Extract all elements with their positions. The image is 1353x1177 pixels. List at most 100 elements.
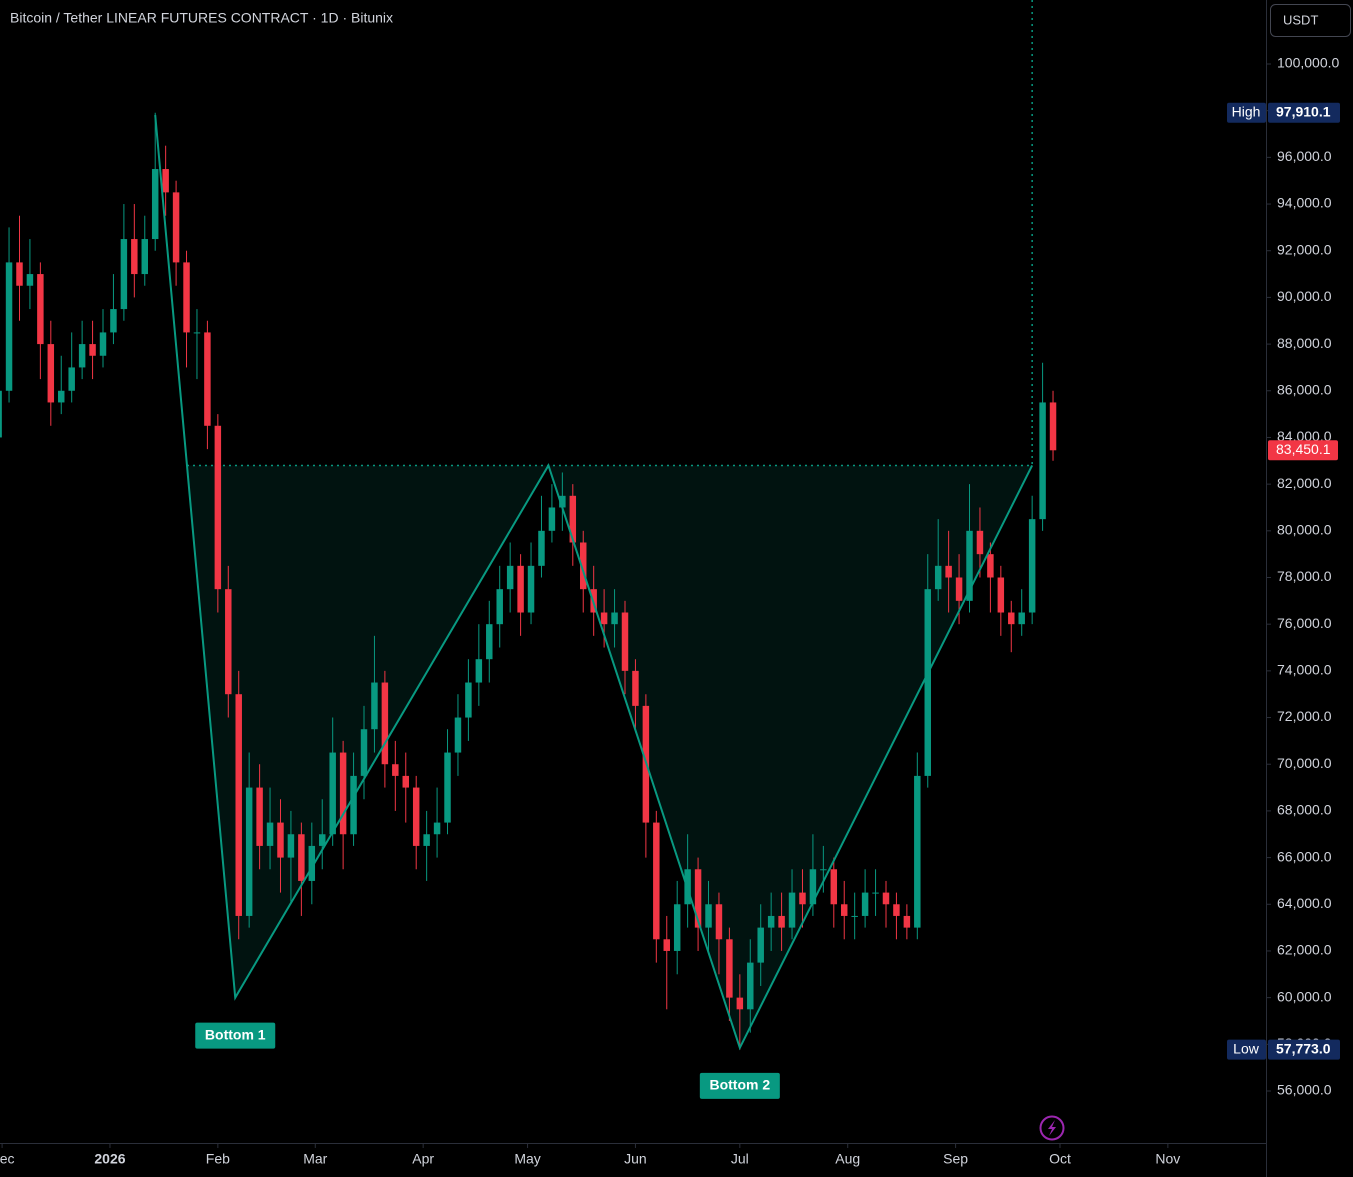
y-tick-label: 66,000.0 (1277, 848, 1332, 864)
y-tick-label: 76,000.0 (1277, 615, 1332, 631)
candle-body (632, 670, 639, 706)
extreme-name: Low (1233, 1040, 1260, 1056)
candle-body (350, 775, 357, 835)
x-tick-label: Jul (731, 1151, 749, 1167)
x-tick-label: Nov (1155, 1151, 1180, 1167)
extreme-name-box (1227, 102, 1266, 123)
candle-body (872, 892, 879, 894)
candle-body (183, 262, 190, 333)
candle-body (245, 787, 253, 916)
extreme-name: High (1232, 103, 1261, 119)
candle-body (538, 530, 545, 566)
candle-body (486, 624, 493, 660)
candle-body (141, 239, 149, 275)
x-tick-label: 2026 (94, 1151, 125, 1167)
candle-body (433, 822, 441, 835)
candle-body (475, 659, 483, 683)
x-tick-label: Feb (206, 1151, 230, 1167)
y-tick-label: 80,000.0 (1277, 522, 1332, 538)
candle-body (611, 612, 618, 625)
x-tick-label: Dec (0, 1151, 15, 1167)
candle-body (78, 344, 86, 368)
candle-body (454, 717, 462, 753)
candle-body (58, 390, 65, 403)
y-tick-label: 100,000.0 (1277, 55, 1339, 71)
candle-body (694, 869, 702, 928)
candle-body (99, 332, 107, 356)
candle-body (37, 274, 44, 345)
candle-body (1039, 402, 1046, 520)
candle-body (1008, 612, 1015, 625)
candle-body (527, 565, 535, 613)
candle-body (329, 752, 336, 835)
candle-body (830, 869, 838, 905)
candle-body (1018, 612, 1025, 625)
candle-body (757, 927, 764, 963)
candle-body (287, 834, 295, 858)
candle-body (89, 344, 96, 356)
candle-body (851, 915, 858, 917)
candle-body (360, 729, 368, 776)
candle-body (1028, 519, 1036, 613)
candle-body (966, 530, 973, 601)
candle-body (548, 507, 556, 531)
candle-body (339, 752, 347, 835)
y-tick-label: 88,000.0 (1277, 335, 1332, 351)
candle-body (600, 612, 608, 625)
candle-body (882, 892, 890, 905)
candle-body (840, 904, 848, 916)
candle-body (903, 915, 911, 928)
alert-icon[interactable] (1039, 1115, 1065, 1141)
candle-body (266, 822, 274, 846)
extreme-value-box (1268, 1039, 1340, 1060)
extreme-value: 97,910.1 (1276, 103, 1331, 119)
extreme-name-box (1227, 1039, 1266, 1060)
candle-body (496, 589, 503, 625)
chart-title: Bitcoin / Tether LINEAR FUTURES CONTRACT… (10, 10, 393, 26)
x-tick-label: Sep (943, 1151, 968, 1167)
candle-body (371, 682, 378, 730)
x-tick-label: Aug (835, 1151, 860, 1167)
candle-body (120, 239, 128, 310)
y-tick-label: 94,000.0 (1277, 195, 1332, 211)
candle-body (172, 192, 180, 263)
candle-body (68, 367, 75, 391)
x-tick-label: Mar (303, 1151, 327, 1167)
candle-body (308, 845, 316, 881)
candle-body (412, 787, 420, 846)
candle-body (799, 892, 806, 905)
plot-area: Bottom 1 Bottom 2 (0, 0, 1057, 1099)
candle-body (5, 262, 13, 391)
candle-body (110, 309, 117, 333)
last-price-label: 83,450.1 (1276, 441, 1331, 457)
candle-body (653, 822, 660, 940)
candle-body (235, 694, 242, 916)
candle-body (987, 554, 994, 578)
candle-body (225, 589, 232, 695)
currency-label[interactable]: USDT (1283, 12, 1318, 27)
y-tick-label: 82,000.0 (1277, 475, 1332, 491)
y-tick-label: 60,000.0 (1277, 988, 1332, 1004)
pattern-label-box (699, 1072, 780, 1099)
candle-body (820, 869, 827, 871)
candle-body (767, 915, 775, 928)
y-tick-label: 68,000.0 (1277, 802, 1332, 818)
candle-body (16, 262, 23, 286)
candle-body (893, 904, 900, 916)
candle-body (673, 904, 681, 951)
candle-body (517, 565, 524, 613)
candle-body (736, 997, 744, 1010)
candle-body (151, 169, 159, 240)
extreme-value: 57,773.0 (1276, 1040, 1331, 1056)
currency-button[interactable] (1270, 4, 1351, 37)
candle-body (465, 682, 472, 718)
y-tick-label: 84,000.0 (1277, 428, 1332, 444)
candle-body (423, 834, 430, 846)
candle-body (214, 425, 222, 590)
candle-body (402, 775, 409, 788)
y-tick-label: 86,000.0 (1277, 381, 1332, 397)
candle-body (204, 332, 211, 426)
pattern-label: Bottom 1 (205, 1026, 266, 1042)
